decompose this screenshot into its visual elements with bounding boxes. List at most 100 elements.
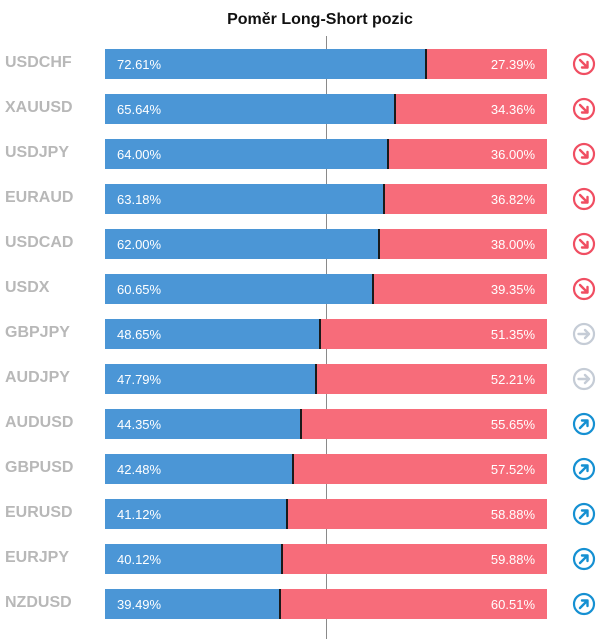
short-percent-label: 36.00% [490,147,535,162]
short-percent-label: 55.65% [490,417,535,432]
short-bar-segment [287,499,547,529]
short-bar-segment [316,364,547,394]
long-short-bar: 62.00% 38.00% [105,229,547,259]
long-bar-segment [105,499,287,529]
pair-row: EURUSD 41.12% 58.88% [0,499,604,529]
short-percent-label: 59.88% [490,552,535,567]
long-percent-label: 48.65% [117,327,162,342]
long-short-bar: 47.79% 52.21% [105,364,547,394]
short-bar-segment [426,49,547,79]
right-arrow-icon [572,367,596,391]
pair-row: USDJPY 64.00% 36.00% [0,139,604,169]
pair-row: USDX 60.65% 39.35% [0,274,604,304]
long-short-bar: 72.61% 27.39% [105,49,547,79]
long-percent-label: 47.79% [117,372,162,387]
long-short-bar: 44.35% 55.65% [105,409,547,439]
bar-divider [378,229,380,259]
right-arrow-icon [572,322,596,346]
short-percent-label: 36.82% [490,192,535,207]
pair-row: EURJPY 40.12% 59.88% [0,544,604,574]
short-percent-label: 39.35% [490,282,535,297]
short-bar-segment [388,139,547,169]
long-short-bar: 48.65% 51.35% [105,319,547,349]
pair-label: EURAUD [5,189,74,206]
down-right-arrow-icon [572,187,596,211]
down-right-arrow-icon [572,142,596,166]
pair-label: AUDJPY [5,369,70,386]
pair-row: USDCAD 62.00% 38.00% [0,229,604,259]
long-bar-segment [105,589,280,619]
long-bar-segment [105,274,373,304]
bar-divider [281,544,283,574]
pair-label: EURJPY [5,549,70,566]
long-percent-label: 63.18% [117,192,162,207]
pair-row: AUDUSD 44.35% 55.65% [0,409,604,439]
long-percent-label: 42.48% [117,462,162,477]
pair-label: GBPUSD [5,459,74,476]
long-bar-segment [105,364,316,394]
pair-label: EURUSD [5,504,73,521]
up-right-arrow-icon [572,412,596,436]
pair-label: GBPJPY [5,324,70,341]
bar-divider [387,139,389,169]
pair-label: USDCHF [5,54,72,71]
long-short-bar: 64.00% 36.00% [105,139,547,169]
short-percent-label: 38.00% [490,237,535,252]
short-bar-segment [373,274,547,304]
pair-label: AUDUSD [5,414,74,431]
long-bar-segment [105,319,320,349]
long-percent-label: 41.12% [117,507,162,522]
down-right-arrow-icon [572,97,596,121]
long-short-bar: 41.12% 58.88% [105,499,547,529]
long-percent-label: 39.49% [117,597,162,612]
long-bar-segment [105,409,301,439]
up-right-arrow-icon [572,592,596,616]
up-right-arrow-icon [572,547,596,571]
long-short-bar: 42.48% 57.52% [105,454,547,484]
bar-divider [425,49,427,79]
long-bar-segment [105,454,293,484]
long-bar-segment [105,49,426,79]
pair-row: EURAUD 63.18% 36.82% [0,184,604,214]
long-bar-segment [105,139,388,169]
long-percent-label: 65.64% [117,102,162,117]
pair-label: USDJPY [5,144,70,161]
long-percent-label: 40.12% [117,552,162,567]
bar-divider [383,184,385,214]
short-bar-segment [379,229,547,259]
bar-divider [315,364,317,394]
long-percent-label: 62.00% [117,237,162,252]
long-percent-label: 44.35% [117,417,162,432]
down-right-arrow-icon [572,277,596,301]
bar-divider [319,319,321,349]
long-bar-segment [105,184,384,214]
pair-row: AUDJPY 47.79% 52.21% [0,364,604,394]
short-percent-label: 51.35% [490,327,535,342]
pair-label: XAUUSD [5,99,73,116]
short-bar-segment [293,454,547,484]
pair-label: USDCAD [5,234,74,251]
long-short-bar: 65.64% 34.36% [105,94,547,124]
bar-divider [292,454,294,484]
short-bar-segment [384,184,547,214]
long-short-bar: 60.65% 39.35% [105,274,547,304]
short-percent-label: 52.21% [490,372,535,387]
bar-divider [394,94,396,124]
short-percent-label: 60.51% [490,597,535,612]
bar-divider [300,409,302,439]
long-bar-segment [105,229,379,259]
bar-divider [286,499,288,529]
bar-divider [279,589,281,619]
short-bar-segment [301,409,547,439]
down-right-arrow-icon [572,232,596,256]
pair-row: GBPJPY 48.65% 51.35% [0,319,604,349]
short-percent-label: 27.39% [490,57,535,72]
long-bar-segment [105,544,282,574]
long-short-bar: 40.12% 59.88% [105,544,547,574]
short-bar-segment [320,319,547,349]
pair-row: XAUUSD 65.64% 34.36% [0,94,604,124]
short-percent-label: 58.88% [490,507,535,522]
long-percent-label: 64.00% [117,147,162,162]
bar-divider [372,274,374,304]
down-right-arrow-icon [572,52,596,76]
